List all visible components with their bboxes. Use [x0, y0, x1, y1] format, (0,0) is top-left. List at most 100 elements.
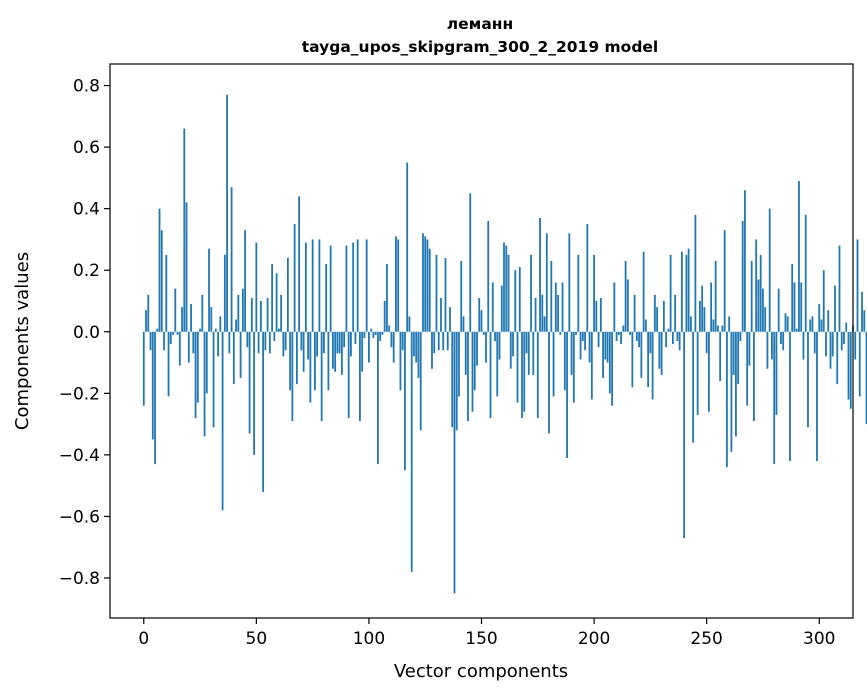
bar-56	[268, 331, 271, 354]
bar-2	[147, 294, 150, 332]
bar-181	[550, 260, 553, 332]
bar-30	[210, 307, 213, 332]
bar-301	[820, 319, 823, 332]
bar-93	[352, 242, 355, 332]
bar-209	[613, 282, 616, 332]
bar-153	[487, 220, 490, 332]
bar-52	[259, 300, 262, 332]
bar-303	[825, 331, 827, 357]
bar-292	[800, 282, 803, 332]
bar-229	[658, 331, 661, 369]
bar-280	[773, 331, 776, 465]
bar-131	[437, 331, 440, 351]
bar-237	[676, 331, 679, 341]
bar-156	[494, 331, 496, 341]
bar-236	[674, 294, 677, 332]
bar-62	[282, 331, 285, 357]
bar-255	[717, 325, 719, 332]
bar-295	[807, 331, 809, 428]
bar-164	[512, 331, 514, 357]
bar-33	[217, 331, 219, 357]
bar-263	[735, 331, 737, 437]
bar-239	[680, 251, 683, 332]
bar-270	[750, 260, 753, 332]
bar-16	[178, 331, 181, 366]
bar-68	[295, 331, 298, 385]
bar-4	[151, 331, 154, 440]
bar-218	[633, 294, 636, 332]
bar-210	[615, 331, 618, 341]
bar-309	[838, 245, 841, 332]
bar-262	[732, 331, 735, 375]
bar-266	[741, 220, 744, 332]
bar-159	[500, 285, 503, 332]
bar-113	[397, 239, 400, 332]
bar-284	[782, 331, 785, 351]
bar-289	[793, 282, 796, 332]
bar-107	[383, 300, 386, 332]
bar-285	[784, 313, 787, 332]
plot-frame	[109, 63, 854, 619]
bar-282	[777, 288, 780, 332]
x-axis-label: Vector components	[394, 661, 568, 682]
bar-104	[377, 331, 379, 465]
bar-230	[660, 331, 663, 375]
bar-160	[503, 242, 505, 332]
bar-105	[379, 331, 382, 341]
bar-192	[575, 331, 577, 335]
bar-201	[595, 300, 598, 332]
bar-44	[241, 288, 244, 332]
bar-300	[818, 304, 821, 332]
bar-312	[845, 322, 848, 332]
bar-316	[854, 331, 857, 360]
bar-216	[629, 331, 631, 335]
bar-198	[588, 331, 591, 363]
bar-197	[586, 224, 589, 332]
bar-125	[424, 236, 427, 332]
bar-22	[192, 331, 195, 354]
bar-251	[708, 331, 710, 412]
bar-175	[536, 331, 539, 418]
bar-188	[566, 331, 568, 458]
bar-165	[514, 270, 517, 332]
bar-151	[482, 331, 485, 335]
bar-78	[318, 239, 321, 332]
bar-118	[408, 316, 411, 332]
y-axis-label: Components values	[12, 252, 33, 430]
bar-80	[322, 331, 325, 354]
bar-276	[764, 307, 767, 332]
bar-318	[858, 331, 861, 397]
bar-249	[703, 307, 706, 332]
chart-subtitle: tayga_upos_skipgram_300_2_2019 model	[302, 38, 659, 56]
bar-91	[347, 331, 350, 418]
bar-87	[338, 331, 341, 354]
bar-132	[440, 297, 442, 332]
bar-215	[626, 279, 629, 332]
bar-64	[286, 257, 289, 332]
bar-269	[748, 331, 751, 366]
bar-24	[196, 331, 199, 403]
bar-158	[498, 331, 501, 360]
bar-50	[255, 242, 258, 332]
bar-299	[816, 331, 818, 462]
bar-241	[685, 254, 688, 332]
bar-53	[262, 331, 264, 492]
bar-29	[208, 248, 210, 332]
bar-207	[608, 331, 611, 394]
bar-298	[813, 331, 816, 354]
bar-177	[541, 294, 544, 332]
bar-260	[728, 316, 731, 332]
bar-3	[149, 331, 152, 351]
bar-232	[665, 331, 668, 348]
bar-79	[320, 331, 323, 422]
bar-124	[422, 233, 424, 332]
bar-286	[786, 316, 789, 332]
bar-48	[250, 297, 253, 332]
y-tick-label: 0.2	[73, 261, 100, 281]
bar-117	[406, 162, 409, 332]
bar-81	[325, 264, 328, 332]
bar-116	[404, 331, 406, 471]
x-tick-label: 0	[138, 629, 149, 649]
bar-214	[624, 260, 627, 332]
bar-26	[201, 294, 204, 332]
